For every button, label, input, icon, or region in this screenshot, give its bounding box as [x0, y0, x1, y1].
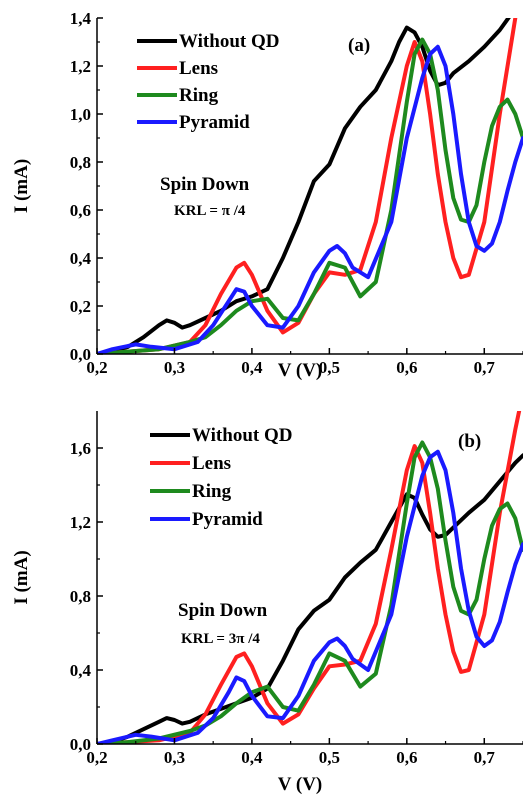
y-tick-label: 1,4	[70, 9, 92, 28]
annotation-krl: KRL = π /4	[174, 203, 246, 219]
x-tick-label: 0,6	[396, 358, 417, 377]
y-tick-label: 0,6	[70, 201, 91, 220]
series-line-lens	[97, 411, 522, 744]
series-line-lens	[97, 18, 518, 354]
series-line-pyramid	[97, 44, 523, 354]
y-tick-label: 0,8	[70, 153, 91, 172]
annotation-spin: Spin Down	[178, 600, 268, 621]
x-tick-label: 0,2	[86, 748, 107, 767]
x-tick-label: 0,3	[164, 748, 185, 767]
legend-label: Pyramid	[179, 112, 250, 133]
annotation-spin: Spin Down	[160, 174, 250, 195]
legend-label: Without QD	[192, 425, 292, 446]
y-tick-label: 0,4	[70, 249, 92, 268]
x-tick-label: 0,4	[241, 358, 263, 377]
series-line-pyramid	[97, 449, 523, 744]
legend: Without QD Lens Ring Pyramid	[150, 425, 292, 530]
legend-label: Without QD	[179, 31, 279, 52]
y-tick-label: 1,6	[70, 439, 91, 458]
panel-label: (b)	[458, 431, 481, 452]
x-tick-label: 0,4	[241, 748, 263, 767]
chart-panel-a: 0,2 0,3 0,4 0,5 0,6 0,70,00,20,40,60,81,01,21…	[11, 9, 523, 381]
y-tick-label: 0,2	[70, 297, 91, 316]
x-tick-label: 0,6	[396, 748, 417, 767]
series-line-ring	[97, 37, 523, 354]
chart-panel-b: 0,2 0,3 0,4 0,5 0,6 0,7 0,0 0,4 0,8 1,2 1,6 V (V) I …	[11, 411, 523, 795]
legend-label: Lens	[179, 58, 218, 79]
x-tick-label: 0,7	[474, 748, 496, 767]
legend: Without QD Lens Ring Pyramid	[137, 31, 279, 133]
x-tick-label: 0,5	[319, 748, 340, 767]
y-axis-label: I (mA)	[11, 159, 32, 213]
legend-label: Lens	[192, 453, 231, 474]
y-tick-label: 1,2	[70, 57, 91, 76]
series-line-without-qd	[97, 453, 523, 744]
x-tick-label: 0,2	[86, 358, 107, 377]
y-axis-label: I (mA)	[11, 550, 32, 604]
legend-label: Ring	[179, 85, 219, 106]
x-axis-label: V (V)	[278, 774, 323, 795]
panel-label: (a)	[348, 35, 370, 56]
legend-label: Pyramid	[192, 509, 263, 530]
x-tick-label: 0,7	[474, 358, 496, 377]
legend-label: Ring	[192, 481, 232, 502]
series-group	[97, 411, 523, 744]
series-group	[97, 18, 523, 354]
y-tick-label: 1,2	[70, 513, 91, 532]
y-tick-label: 0,4	[70, 661, 92, 680]
x-tick-label: 0,5	[319, 358, 340, 377]
y-tick-label: 0,0	[70, 735, 91, 754]
x-axis-label: V (V)	[278, 360, 323, 381]
y-tick-label: 1,0	[70, 105, 91, 124]
y-tick-label: 0,0	[70, 345, 91, 364]
x-tick-label: 0,3	[164, 358, 185, 377]
annotation-krl: KRL = 3π /4	[181, 631, 260, 647]
y-tick-label: 0,8	[70, 587, 91, 606]
